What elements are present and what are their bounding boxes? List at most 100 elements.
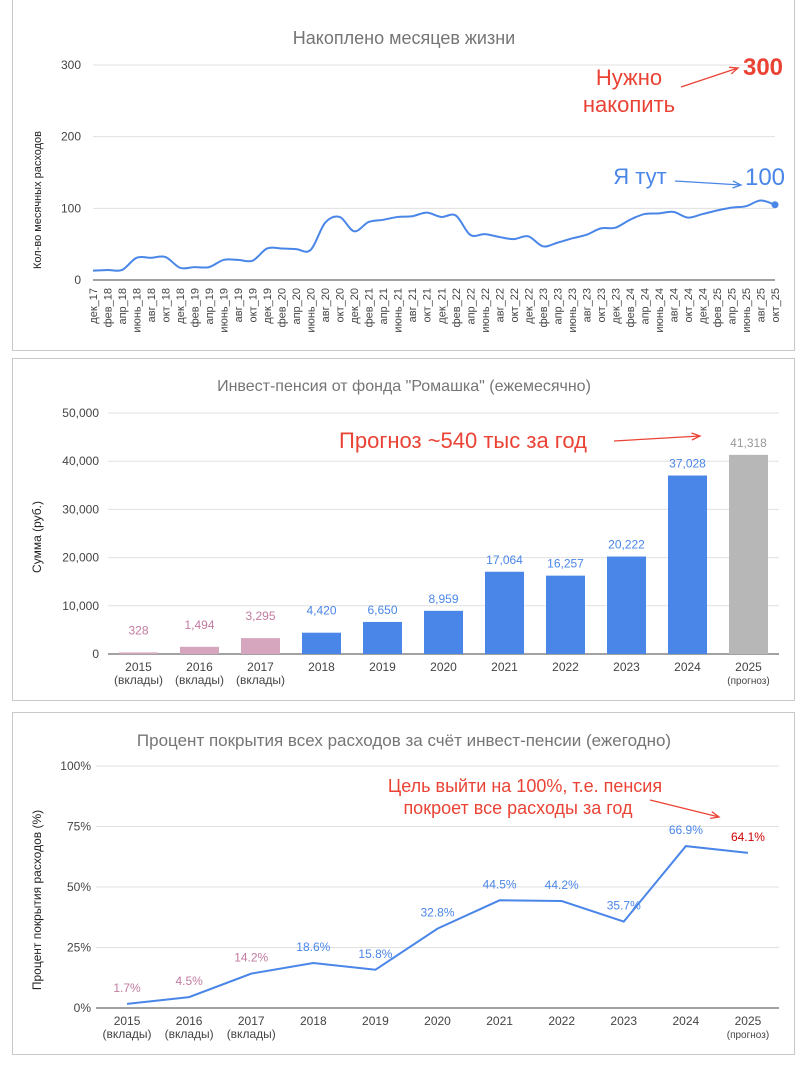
x-tick-label: окт_24 [683, 288, 695, 322]
x-tick-label: дек_17 [88, 288, 100, 324]
annotation-arrow-forecast [613, 435, 701, 442]
data-point [771, 201, 779, 209]
x-tick-label: апр_18 [117, 288, 129, 325]
annotation-arrow-target [680, 67, 739, 88]
data-label: 15.8% [358, 947, 392, 961]
x-tick-label: окт_22 [509, 288, 521, 322]
x-tick-label: дек_22 [523, 288, 535, 324]
x-tick-label: фев_18 [103, 288, 115, 327]
x-tick-label: 2016 [176, 1014, 203, 1028]
data-label: 17,064 [486, 553, 523, 567]
y-axis-label: Сумма (руб.) [30, 501, 44, 573]
bar-2022 [546, 575, 585, 654]
x-tick-label: 2015 [125, 660, 152, 674]
x-tick-label: фев_25 [712, 288, 724, 327]
y-tick-label: 40,000 [62, 454, 99, 468]
data-label: 1,494 [184, 618, 214, 632]
x-tick-label: дек_21 [436, 288, 448, 324]
x-tick-label: дек_20 [349, 288, 361, 324]
data-label: 4.5% [175, 974, 203, 988]
data-label: 18.6% [296, 940, 330, 954]
annotation-goal-1: Цель выйти на 100%, т.е. пенсия [388, 776, 662, 796]
x-tick-label: авг_23 [581, 288, 593, 322]
x-tick-label: апр_21 [378, 288, 390, 325]
x-tick-label: июнь_18 [132, 288, 144, 333]
y-tick-label: 0% [74, 1001, 92, 1015]
annotation-forecast: Прогноз ~540 тыс за год [339, 428, 587, 453]
y-tick-label: 200 [61, 130, 81, 144]
annotation-here: Я тут [613, 164, 666, 189]
x-tick-label: июнь_24 [654, 288, 666, 333]
x-tick-label: фев_21 [364, 288, 376, 327]
data-label: 44.2% [545, 878, 579, 892]
bar-2020 [424, 610, 463, 654]
x-tick-label: июнь_21 [393, 288, 405, 333]
x-tick-label: 2024 [674, 660, 701, 674]
y-tick-label: 25% [67, 941, 91, 955]
y-tick-label: 300 [61, 58, 81, 72]
data-label: 14.2% [234, 951, 268, 965]
x-tick-sublabel: (прогноз) [727, 1030, 769, 1041]
x-tick-label: фев_24 [625, 288, 637, 327]
x-tick-sublabel: (прогноз) [727, 676, 769, 687]
x-tick-label: 2022 [548, 1014, 575, 1028]
x-tick-label: 2017 [247, 660, 274, 674]
x-tick-label: авг_21 [407, 288, 419, 322]
x-tick-label: окт_23 [596, 288, 608, 322]
x-tick-label: июнь_20 [306, 288, 318, 333]
x-tick-label: 2024 [673, 1014, 700, 1028]
data-label: 44.5% [483, 877, 517, 891]
annotation-target-value: 300 [743, 54, 783, 81]
x-tick-label: 2022 [552, 660, 579, 674]
x-tick-label: окт_25 [770, 288, 782, 322]
annotation-arrow-goal [649, 799, 720, 818]
data-label: 4,420 [306, 604, 336, 618]
chart-title: Процент покрытия всех расходов за счёт и… [137, 731, 671, 750]
x-tick-label: 2021 [486, 1014, 513, 1028]
x-tick-label: 2019 [369, 660, 396, 674]
annotation-need-2: накопить [583, 92, 675, 117]
x-tick-label: 2023 [610, 1014, 637, 1028]
x-tick-label: авг_25 [755, 288, 767, 322]
x-tick-label: авг_19 [233, 288, 245, 322]
x-tick-label: 2020 [424, 1014, 451, 1028]
data-label: 32.8% [420, 906, 454, 920]
x-tick-label: окт_20 [335, 288, 347, 322]
x-tick-sublabel: (вклады) [165, 1027, 214, 1041]
bar-2015 [119, 652, 158, 654]
x-tick-label: дек_19 [262, 288, 274, 324]
x-tick-label: окт_21 [422, 288, 434, 322]
x-tick-label: окт_18 [161, 288, 173, 322]
x-tick-label: апр_19 [204, 288, 216, 325]
data-label: 35.7% [607, 899, 641, 913]
x-tick-label: 2025 [735, 1014, 762, 1028]
x-tick-label: фев_19 [190, 288, 202, 327]
y-tick-label: 10,000 [62, 599, 99, 613]
data-label: 37,028 [669, 457, 706, 471]
annotation-current-value: 100 [745, 164, 785, 191]
x-tick-sublabel: (вклады) [103, 1027, 152, 1041]
data-label: 3,295 [245, 609, 275, 623]
series-line [126, 845, 749, 1005]
x-tick-label: фев_22 [451, 288, 463, 327]
x-tick-label: дек_24 [697, 288, 709, 324]
x-tick-sublabel: (вклады) [175, 673, 224, 687]
annotation-need-1: Нужно [596, 65, 662, 90]
x-tick-label: окт_19 [248, 288, 260, 322]
chart-months-panel: Накоплено месяцев жизни Кол-во месячных р… [12, 0, 795, 351]
x-tick-label: 2016 [186, 660, 213, 674]
y-tick-label: 100% [60, 759, 91, 773]
series-line [92, 199, 776, 272]
x-tick-label: апр_24 [639, 288, 651, 325]
annotation-arrow-current [674, 180, 742, 186]
x-tick-label: дек_23 [610, 288, 622, 324]
chart-title: Накоплено месяцев жизни [293, 28, 515, 48]
chart-months-svg: Накоплено месяцев жизни Кол-во месячных р… [32, 28, 785, 333]
chart-title: Инвест-пенсия от фонда "Ромашка" (ежемес… [217, 378, 591, 395]
x-tick-label: авг_18 [146, 288, 158, 322]
bar-2018 [302, 632, 341, 654]
x-tick-label: авг_22 [494, 288, 506, 322]
data-label: 41,318 [730, 436, 767, 450]
y-axis-label: Кол-во месячных расходов [32, 131, 44, 269]
y-tick-label: 20,000 [62, 551, 99, 565]
